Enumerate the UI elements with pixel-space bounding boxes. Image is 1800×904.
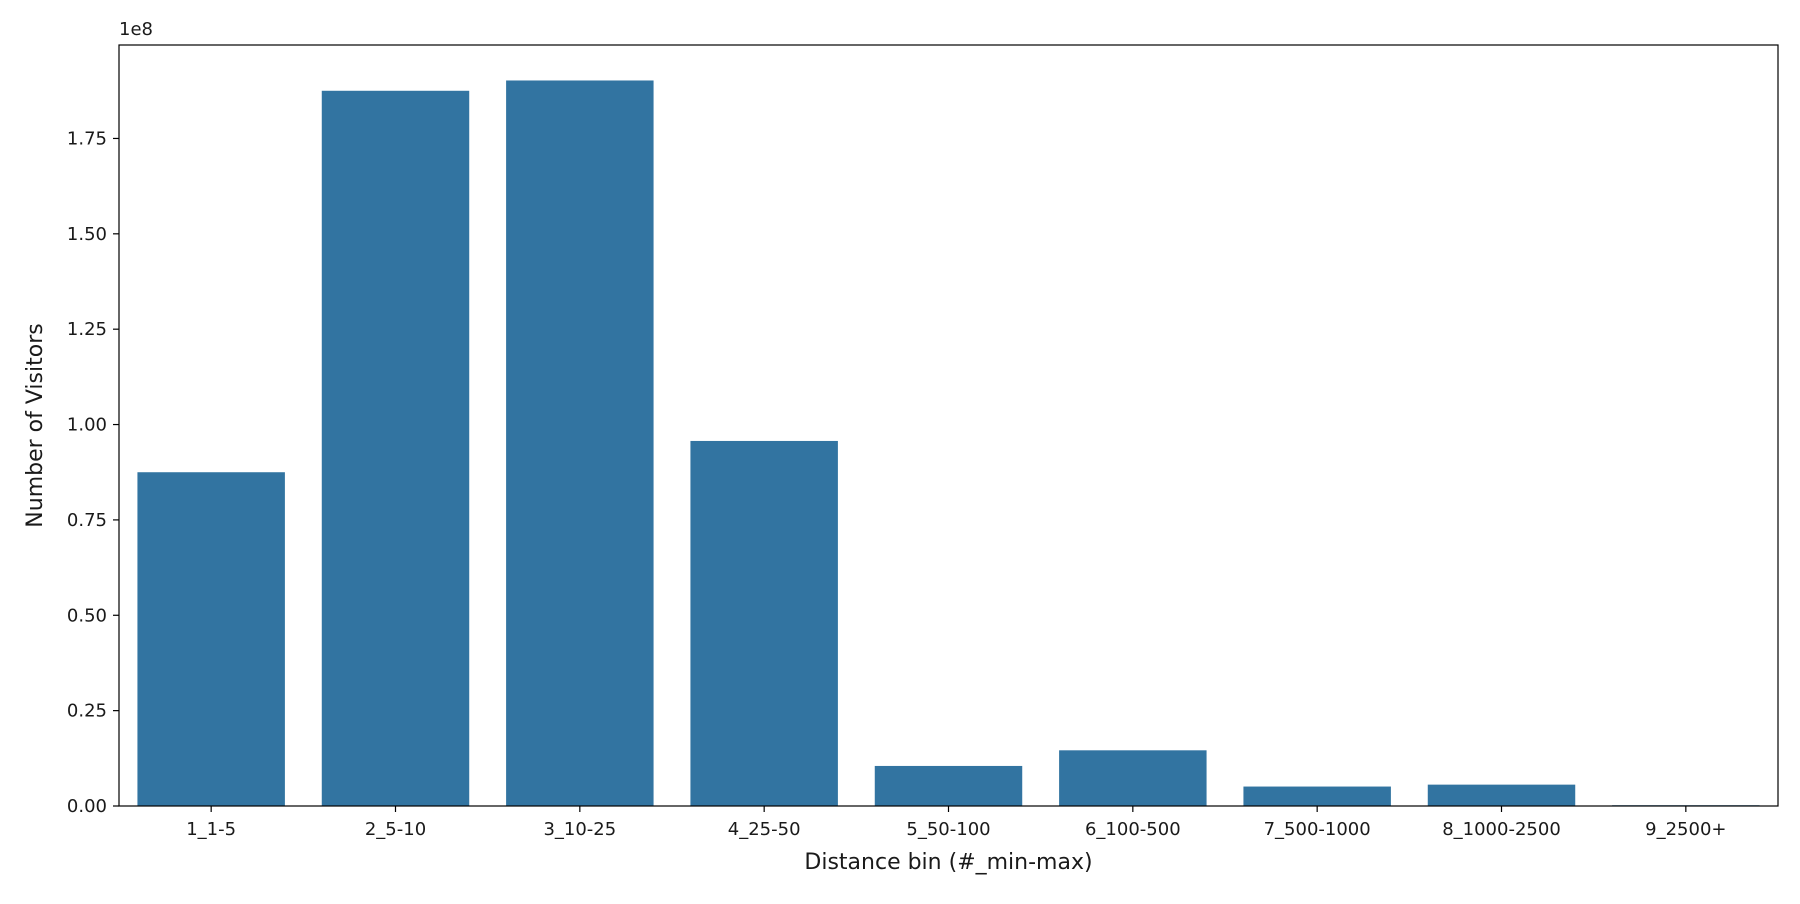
bar-2_5-10 bbox=[321, 90, 470, 807]
x-tick-label: 4_25-50 bbox=[728, 819, 801, 840]
y-axis: 0.00 0.25 0.50 0.75 1.00 1.25 1.50 1.75 bbox=[67, 128, 119, 817]
bar-4_25-50 bbox=[690, 440, 838, 806]
bar-3_10-25 bbox=[506, 80, 654, 806]
x-tick-label: 3_10-25 bbox=[543, 819, 616, 840]
y-tick-label: 1.25 bbox=[67, 319, 107, 340]
y-tick-label: 0.00 bbox=[67, 796, 107, 817]
y-axis-offset-label: 1e8 bbox=[119, 19, 153, 40]
x-tick-label: 5_50-100 bbox=[906, 819, 990, 840]
bar-7_500-1000 bbox=[1243, 786, 1391, 806]
y-axis-label: Number of Visitors bbox=[23, 323, 48, 527]
y-tick-label: 1.50 bbox=[67, 224, 107, 245]
y-tick-label: 1.75 bbox=[67, 128, 107, 149]
x-tick-label: 9_2500+ bbox=[1645, 819, 1726, 840]
x-tick-label: 6_100-500 bbox=[1085, 819, 1181, 840]
x-axis-label: Distance bin (#_min-max) bbox=[804, 850, 1092, 875]
x-tick-label: 8_1000-2500 bbox=[1442, 819, 1561, 840]
bar-1_1-5 bbox=[137, 472, 285, 806]
y-tick-label: 0.75 bbox=[67, 510, 107, 531]
x-axis: 1_1-5 2_5-10 3_10-25 4_25-50 5_50-100 6_100-5… bbox=[186, 806, 1727, 840]
x-tick-label: 1_1-5 bbox=[186, 819, 236, 840]
x-tick-label: 2_5-10 bbox=[365, 819, 426, 840]
y-tick-label: 0.50 bbox=[67, 605, 107, 626]
bars-layer bbox=[137, 80, 1760, 807]
y-tick-label: 0.25 bbox=[67, 701, 107, 722]
bar-6_100-500 bbox=[1059, 750, 1207, 806]
x-tick-label: 7_500-1000 bbox=[1264, 819, 1371, 840]
bar-8_1000-2500 bbox=[1427, 784, 1576, 806]
bar-5_50-100 bbox=[874, 765, 1023, 806]
y-tick-label: 1.00 bbox=[67, 415, 107, 436]
